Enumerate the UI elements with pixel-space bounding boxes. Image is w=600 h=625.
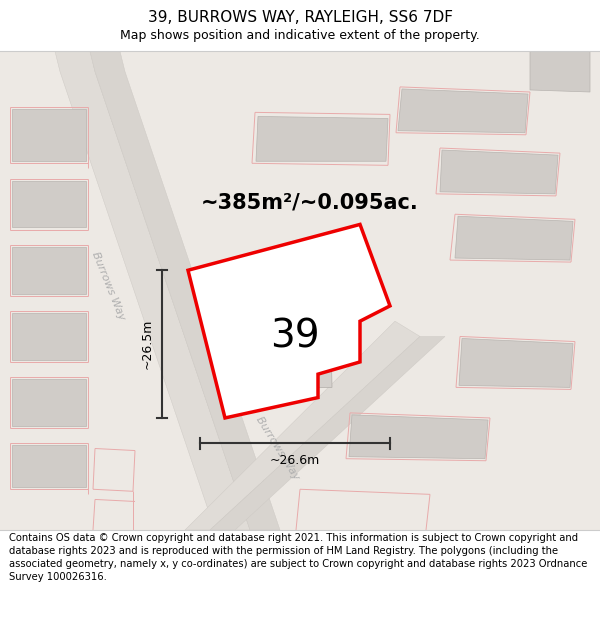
Polygon shape	[188, 224, 390, 418]
Text: Burrows Way: Burrows Way	[90, 250, 126, 321]
Polygon shape	[440, 150, 558, 194]
Polygon shape	[0, 51, 600, 530]
Polygon shape	[349, 415, 488, 459]
Polygon shape	[530, 51, 590, 92]
Text: ~385m²/~0.095ac.: ~385m²/~0.095ac.	[201, 192, 419, 212]
Text: Burrows Way: Burrows Way	[254, 415, 302, 482]
Text: ~26.6m: ~26.6m	[270, 454, 320, 467]
Polygon shape	[210, 336, 445, 530]
Text: 39, BURROWS WAY, RAYLEIGH, SS6 7DF: 39, BURROWS WAY, RAYLEIGH, SS6 7DF	[148, 10, 452, 25]
Polygon shape	[12, 181, 86, 228]
Polygon shape	[90, 51, 280, 530]
Polygon shape	[12, 313, 86, 360]
Polygon shape	[12, 109, 86, 161]
Polygon shape	[248, 284, 332, 389]
Polygon shape	[256, 116, 388, 161]
Polygon shape	[398, 89, 528, 132]
Polygon shape	[12, 247, 86, 294]
Text: Map shows position and indicative extent of the property.: Map shows position and indicative extent…	[120, 29, 480, 42]
Polygon shape	[55, 51, 250, 530]
Text: 39: 39	[270, 318, 320, 356]
Polygon shape	[185, 321, 420, 530]
Polygon shape	[455, 216, 573, 260]
Text: Contains OS data © Crown copyright and database right 2021. This information is : Contains OS data © Crown copyright and d…	[9, 533, 587, 582]
Polygon shape	[12, 379, 86, 426]
Polygon shape	[459, 339, 573, 388]
Text: ~26.5m: ~26.5m	[141, 319, 154, 369]
Polygon shape	[12, 446, 86, 488]
